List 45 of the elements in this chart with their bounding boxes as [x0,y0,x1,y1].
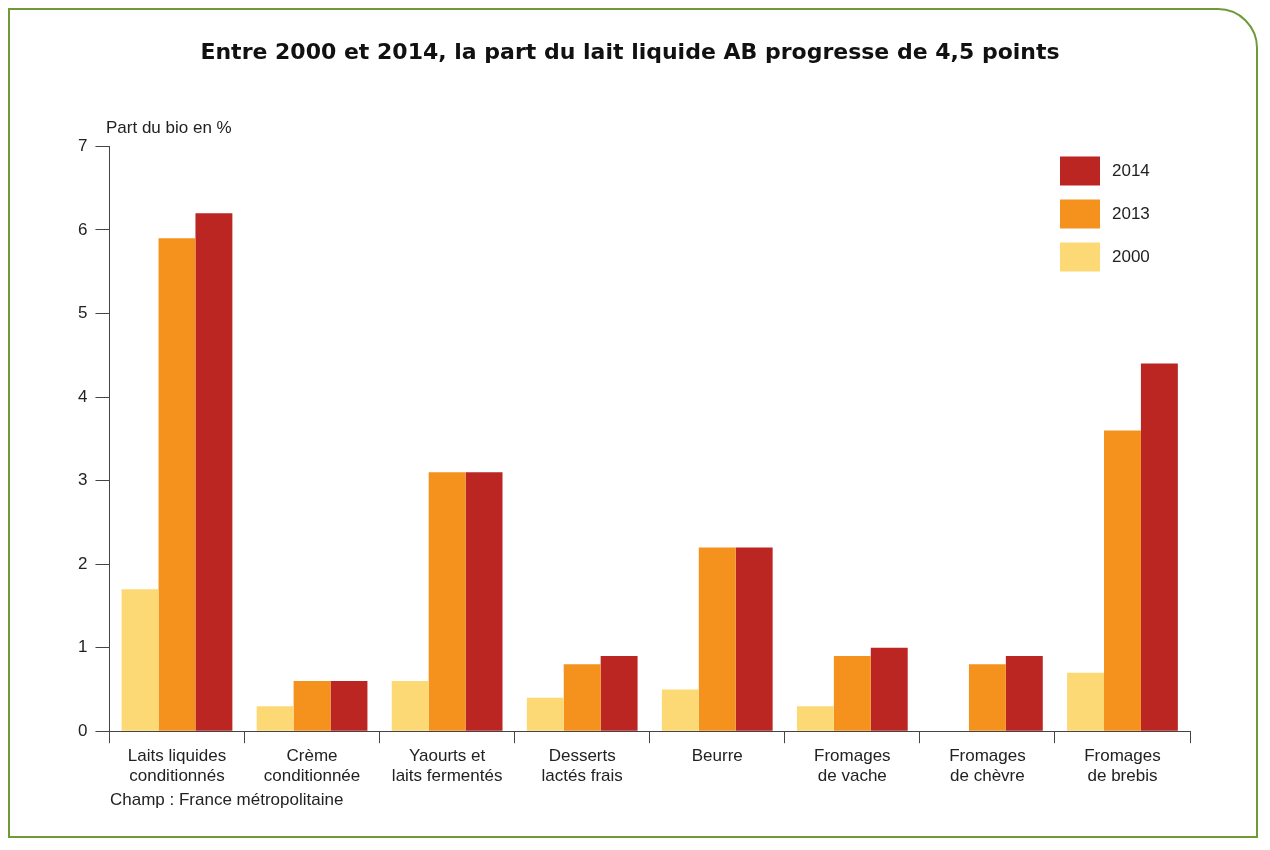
x-tick-label: Laits liquides conditionnés [127,746,227,786]
y-tick-label: 0 [77,720,88,740]
chart-title: Entre 2000 et 2014, la part du lait liquide AB progresse de 4,5 points [200,38,1060,64]
bar [1104,430,1141,731]
bar [391,681,429,731]
y-axis-title: Part du bio en % [106,117,232,137]
x-tick-label: Beurre [691,746,743,766]
bar [195,213,233,731]
bar [968,664,1006,731]
bar [293,681,331,731]
bar [428,472,466,731]
x-tick-label: Fromages de brebis [1084,746,1161,786]
bar [330,681,368,731]
bar [158,238,196,731]
bar [661,689,699,731]
bar [563,664,601,731]
x-tick-label: Desserts lactés frais [541,746,623,786]
bar [796,706,834,731]
y-tick-label: 5 [77,303,88,323]
bar [698,547,736,731]
x-tick-label: Fromages de vache [814,746,891,786]
y-tick-label: 6 [77,219,88,239]
y-tick-label: 4 [77,386,88,406]
bar [465,472,503,731]
bar [1067,672,1105,731]
y-tick-label: 3 [77,470,88,490]
bar [600,656,638,731]
y-tick-label: 1 [77,637,88,657]
x-tick-label: Fromages de chèvre [949,746,1026,786]
bar [121,589,159,731]
bar [735,547,773,731]
y-tick-label: 7 [77,136,88,156]
bar [833,656,871,731]
x-tick-label: Yaourts et laits fermentés [391,746,503,786]
bar [1140,363,1178,731]
bar [526,697,564,731]
bar [1005,656,1043,731]
legend-label: 2000 [1112,247,1150,267]
legend-label: 2013 [1112,204,1150,224]
text: Champ : France métropolitaine [110,790,344,810]
legend-label: 2014 [1112,161,1150,181]
y-tick-label: 2 [77,553,88,573]
bar [870,647,908,731]
x-tick-label: Crème conditionnée [263,746,361,786]
bar [256,706,294,731]
